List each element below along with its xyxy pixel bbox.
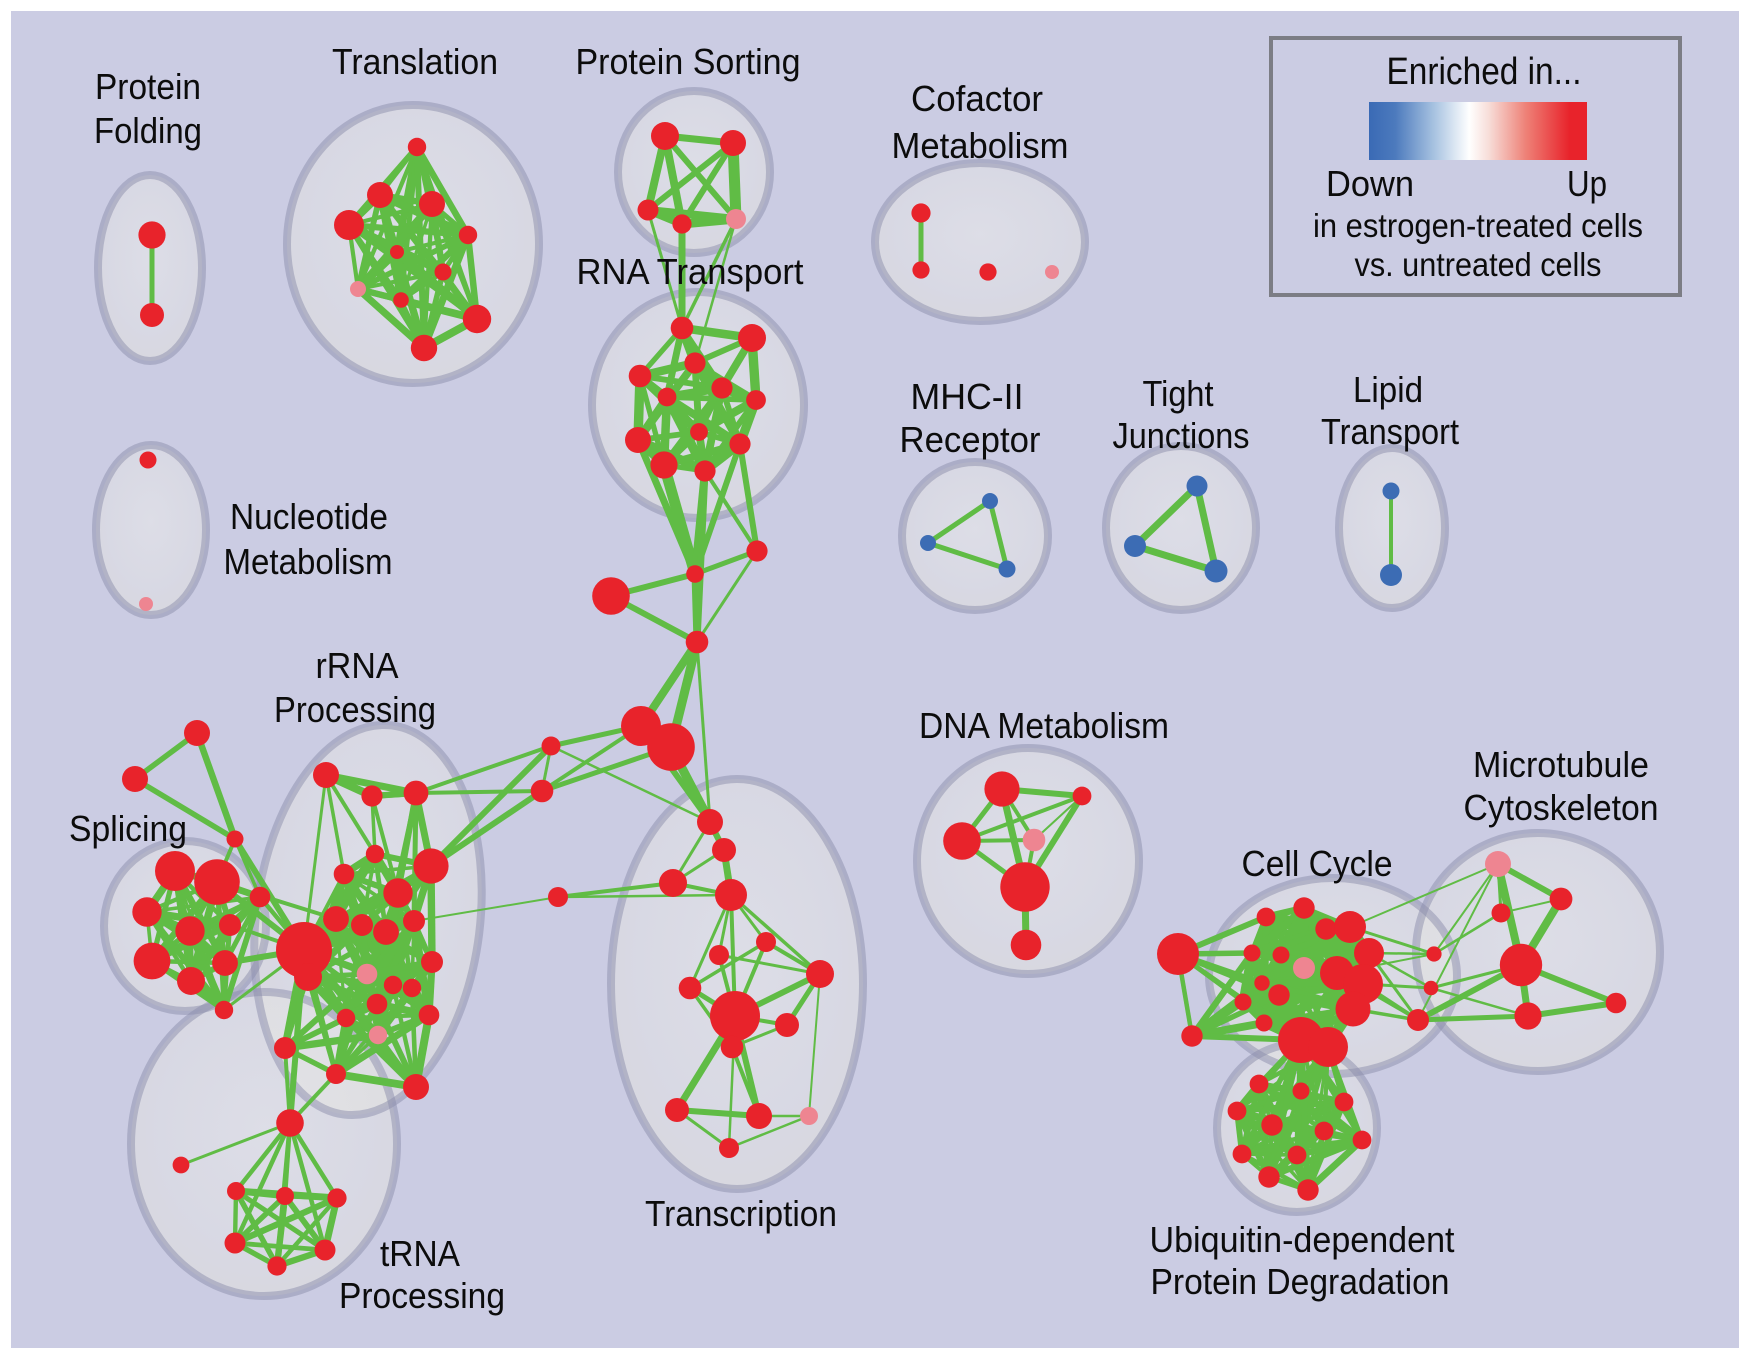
svg-text:Cell Cycle: Cell Cycle: [1242, 843, 1393, 884]
svg-text:in estrogen-treated cells: in estrogen-treated cells: [1313, 207, 1643, 244]
svg-text:Up: Up: [1567, 163, 1607, 204]
svg-text:vs. untreated cells: vs. untreated cells: [1355, 246, 1602, 283]
svg-text:Protein: Protein: [95, 66, 201, 107]
svg-text:Enriched in...: Enriched in...: [1387, 51, 1582, 93]
svg-text:Down: Down: [1326, 163, 1414, 204]
svg-text:Nucleotide: Nucleotide: [230, 496, 388, 537]
svg-text:Translation: Translation: [332, 41, 498, 82]
svg-text:Protein Sorting: Protein Sorting: [576, 41, 801, 82]
svg-text:Metabolism: Metabolism: [224, 541, 393, 582]
svg-text:Lipid: Lipid: [1353, 369, 1423, 410]
svg-text:Receptor: Receptor: [900, 419, 1041, 460]
svg-text:Tight: Tight: [1143, 373, 1214, 414]
svg-text:Ubiquitin-dependent: Ubiquitin-dependent: [1150, 1219, 1455, 1260]
svg-text:Junctions: Junctions: [1113, 415, 1250, 456]
svg-text:Processing: Processing: [274, 689, 436, 730]
svg-text:RNA Transport: RNA Transport: [577, 251, 804, 292]
svg-text:Cofactor: Cofactor: [911, 78, 1043, 119]
svg-text:MHC-II: MHC-II: [911, 376, 1024, 417]
svg-text:Metabolism: Metabolism: [892, 125, 1069, 166]
svg-text:tRNA: tRNA: [380, 1233, 460, 1274]
svg-text:Processing: Processing: [339, 1275, 505, 1316]
svg-text:DNA Metabolism: DNA Metabolism: [919, 705, 1169, 746]
svg-text:Transcription: Transcription: [645, 1193, 837, 1234]
svg-text:Splicing: Splicing: [69, 808, 187, 849]
svg-text:Transport: Transport: [1321, 411, 1459, 452]
svg-text:Folding: Folding: [94, 110, 202, 151]
svg-text:rRNA: rRNA: [316, 645, 399, 686]
svg-text:Protein Degradation: Protein Degradation: [1151, 1261, 1450, 1302]
svg-text:Cytoskeleton: Cytoskeleton: [1464, 787, 1659, 828]
svg-text:Microtubule: Microtubule: [1473, 744, 1649, 785]
